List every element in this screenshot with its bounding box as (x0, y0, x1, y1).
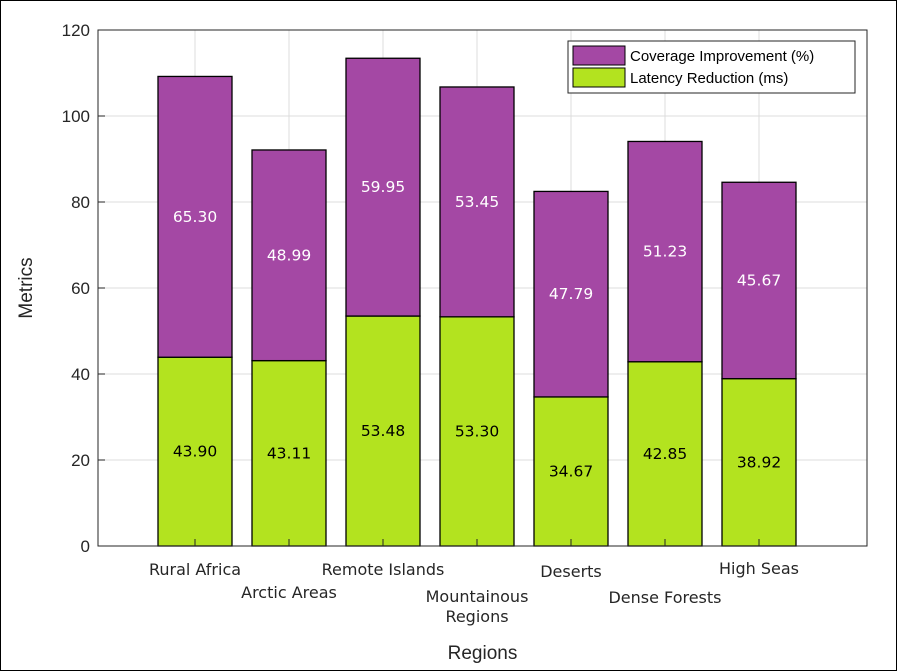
bar-coverage-improvement (345, 57, 421, 317)
bar-coverage-improvement (533, 190, 609, 398)
data-label-coverage: 65.30 (173, 208, 217, 226)
data-label-coverage: 51.23 (643, 243, 687, 261)
data-label-coverage: 53.45 (455, 193, 499, 211)
y-tick-label: 120 (62, 21, 90, 40)
bar-latency-reduction (345, 315, 421, 547)
data-label-latency: 38.92 (737, 453, 781, 471)
bar-latency-reduction (157, 356, 233, 547)
plot-area-border (97, 29, 868, 547)
data-label-latency: 53.30 (455, 422, 499, 440)
y-tick-label: 100 (62, 107, 90, 126)
y-tick-labels: 0 20 40 60 80 100 120 (62, 21, 105, 556)
bar-coverage-improvement (157, 75, 233, 358)
data-label-latency: 53.48 (361, 422, 405, 440)
bar-coverage-improvement (251, 149, 327, 362)
data-label-coverage: 47.79 (549, 285, 593, 303)
bar-latency-reduction (439, 316, 515, 547)
data-label-latency: 34.67 (549, 462, 593, 480)
x-tick-label: Mountainous Regions (426, 587, 529, 626)
data-label-coverage: 59.95 (361, 178, 405, 196)
y-tick-label: 0 (81, 537, 90, 556)
y-axis-title: Metrics (16, 257, 37, 318)
x-tick-label: Deserts (540, 562, 602, 581)
y-tick-label: 20 (71, 451, 90, 470)
bars-group: 43.90 65.30 43.11 48.99 53.48 59.95 53.30 53.45… (157, 57, 797, 547)
x-tick-label: High Seas (719, 559, 799, 578)
bar-latency-reduction (251, 359, 327, 547)
data-label-latency: 43.90 (173, 443, 217, 461)
bar-latency-reduction (627, 361, 703, 547)
bar-coverage-improvement (627, 140, 703, 363)
y-tick-label: 80 (71, 193, 90, 212)
legend-swatch (572, 67, 626, 88)
x-tick-label: Remote Islands (322, 560, 445, 579)
data-label-latency: 42.85 (643, 445, 687, 463)
bar-coverage-improvement (721, 181, 797, 380)
y-tick-label: 60 (71, 279, 90, 298)
x-tick-label: Rural Africa (149, 560, 241, 579)
bar-latency-reduction (533, 396, 609, 547)
x-tick-label: Dense Forests (608, 588, 721, 607)
legend-entry-label: Coverage Improvement (%) (630, 48, 814, 65)
data-label-coverage: 45.67 (737, 271, 781, 289)
legend: Coverage Improvement (%) Latency Reductio… (567, 40, 856, 94)
x-tick-label: Arctic Areas (241, 583, 337, 602)
legend-swatch (572, 45, 626, 66)
x-axis-title: Regions (448, 643, 518, 664)
y-tick-label: 40 (71, 365, 90, 384)
legend-entry-label: Latency Reduction (ms) (630, 70, 788, 87)
data-label-coverage: 48.99 (267, 246, 311, 264)
bar-coverage-improvement (439, 86, 515, 318)
data-label-latency: 43.11 (267, 444, 311, 462)
